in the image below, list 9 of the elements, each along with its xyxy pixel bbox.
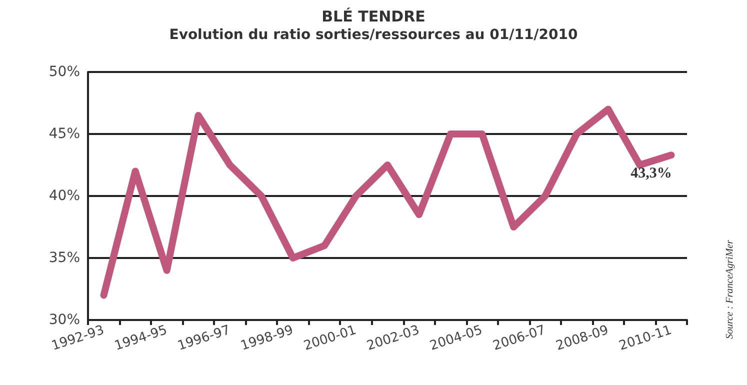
- data-label: 43,3%: [630, 166, 672, 182]
- source-note: Source : FranceAgriMer: [724, 240, 736, 340]
- y-tick-label: 40%: [48, 188, 80, 204]
- chart-subtitle: Evolution du ratio sorties/ressources au 01/11/2010: [169, 27, 578, 43]
- chart-title: BLÉ TENDRE: [322, 8, 426, 26]
- y-tick-label: 50%: [48, 64, 80, 80]
- y-tick-label: 30%: [48, 312, 80, 328]
- y-tick-label: 35%: [48, 250, 80, 266]
- y-tick-label: 45%: [48, 126, 80, 142]
